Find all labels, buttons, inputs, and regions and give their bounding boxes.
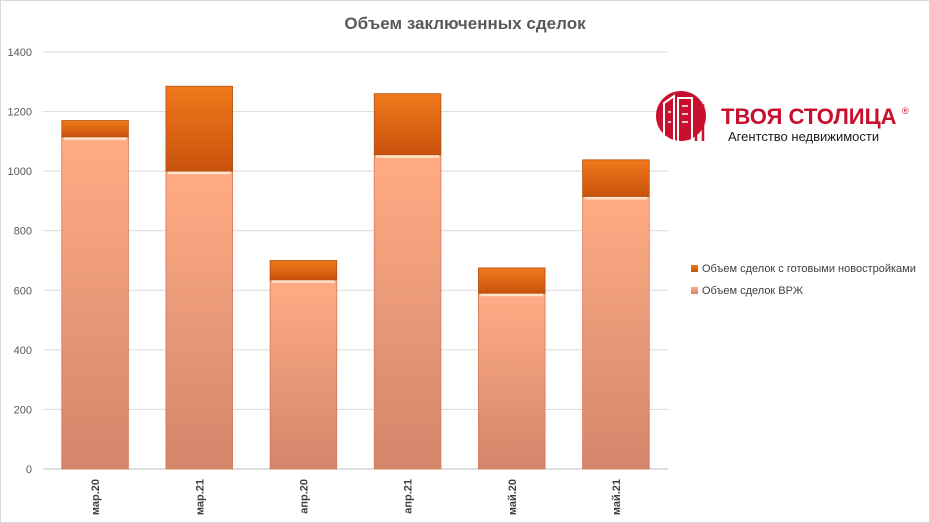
legend-swatch-vrzh xyxy=(691,287,698,294)
bar-segment xyxy=(61,136,129,470)
y-axis-ticks: 0 200 400 600 800 1000 1200 1400 xyxy=(8,47,32,476)
y-tick-label: 200 xyxy=(14,404,32,416)
bar-segment xyxy=(165,85,233,172)
y-tick-label: 1000 xyxy=(8,166,32,178)
bar-highlight xyxy=(376,154,439,158)
x-axis-ticks: мар.20 мар.21 апр.20 апр.21 май.20 май.21 xyxy=(90,479,623,515)
logo-tagline: Агентство недвижимости xyxy=(728,129,879,144)
y-tick-label: 600 xyxy=(14,285,32,297)
x-tick-label: апр.20 xyxy=(298,479,310,514)
building-logo-icon xyxy=(656,91,706,141)
y-tick-label: 800 xyxy=(14,226,32,238)
bar-segment xyxy=(373,154,442,470)
x-tick-label: мар.21 xyxy=(194,479,206,515)
brand-logo: ТВОЯ СТОЛИЦА ® Агентство недвижимости xyxy=(656,91,909,144)
y-tick-label: 400 xyxy=(14,345,32,357)
bar-highlight xyxy=(480,293,544,297)
bar-segment xyxy=(165,170,233,470)
y-tick-label: 1400 xyxy=(8,47,32,59)
bar-highlight xyxy=(272,279,335,283)
y-tick-label: 0 xyxy=(26,464,32,476)
x-tick-label: май.21 xyxy=(611,479,623,515)
gridlines xyxy=(43,51,668,470)
bar-highlight xyxy=(167,171,231,175)
bar-segment xyxy=(373,93,442,156)
bar-segment xyxy=(269,260,338,281)
x-tick-label: апр.21 xyxy=(403,479,415,514)
legend: Объем сделок с готовыми новостройками Об… xyxy=(691,263,916,297)
bar-segment xyxy=(582,196,650,470)
x-tick-label: мар.20 xyxy=(90,479,102,515)
bar-segment xyxy=(269,279,338,470)
legend-item-new-buildings: Объем сделок с готовыми новостройками xyxy=(691,263,916,275)
logo-name: ТВОЯ СТОЛИЦА xyxy=(721,104,897,129)
bar-segment xyxy=(61,120,129,138)
y-tick-label: 1200 xyxy=(8,107,32,119)
bar-segment xyxy=(478,267,546,294)
bar-segment xyxy=(478,292,546,470)
bar-segment xyxy=(582,159,650,197)
legend-label-vrzh: Объем сделок ВРЖ xyxy=(702,285,803,297)
bars xyxy=(61,85,650,470)
logo-registered-mark: ® xyxy=(902,106,909,116)
x-tick-label: май.20 xyxy=(507,479,519,515)
bar-highlight xyxy=(63,136,127,140)
legend-swatch-new-buildings xyxy=(691,265,698,272)
legend-item-vrzh: Объем сделок ВРЖ xyxy=(691,285,803,297)
bar-highlight xyxy=(584,196,648,200)
legend-label-new-buildings: Объем сделок с готовыми новостройками xyxy=(702,263,916,275)
chart-title: Объем заключенных сделок xyxy=(344,14,586,33)
